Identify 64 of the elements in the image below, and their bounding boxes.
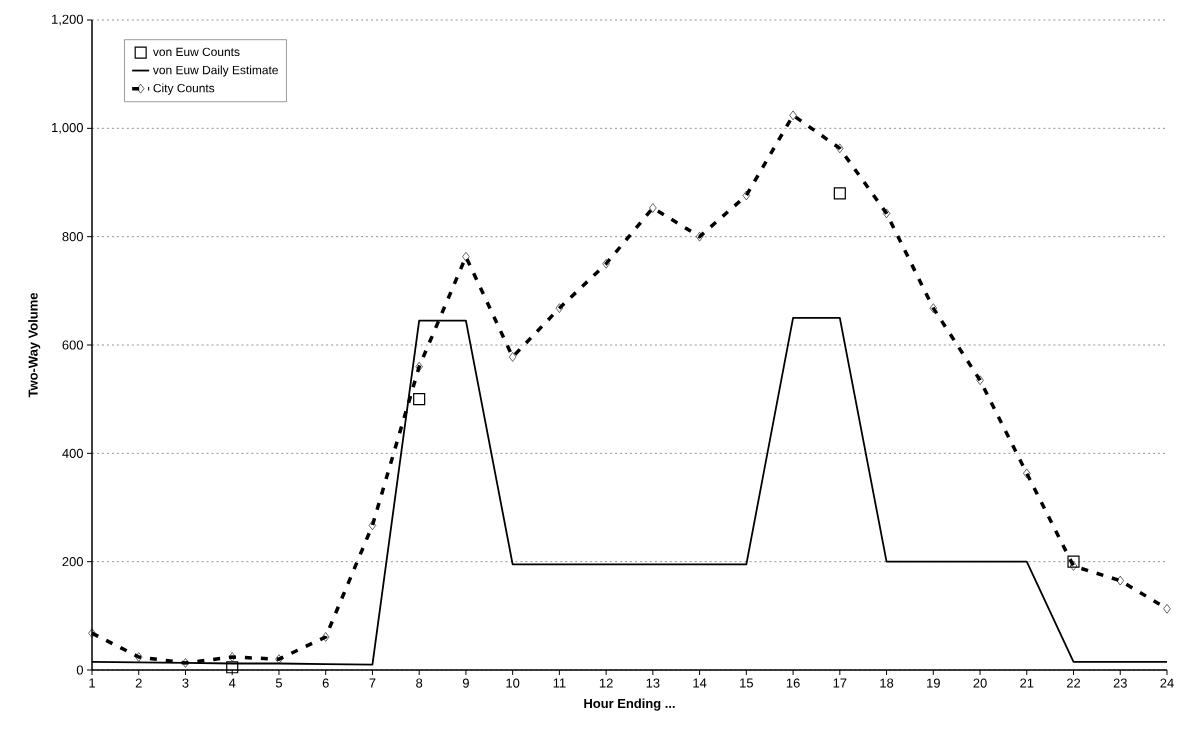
point: [462, 251, 470, 262]
point: [976, 375, 984, 385]
y-axis-title: Two-Way Volume: [28, 293, 41, 398]
point: [1067, 555, 1080, 568]
point: [929, 303, 937, 313]
x-tick-label: 15: [740, 678, 753, 688]
point: [695, 231, 704, 242]
point: [789, 110, 797, 121]
y-tick-label: 600: [62, 340, 83, 350]
x-tick-label: 2: [135, 678, 142, 688]
x-tick-label: 23: [1113, 678, 1127, 688]
point: [275, 654, 283, 664]
point: [836, 143, 844, 154]
point: [415, 361, 423, 372]
y-tick-label: 0: [76, 665, 83, 675]
point: [742, 190, 750, 201]
x-tick-label: 3: [182, 678, 189, 688]
point: [1023, 468, 1031, 479]
point: [135, 652, 143, 662]
x-tick-label: 7: [369, 678, 376, 688]
legend-label: City Counts: [153, 83, 215, 95]
x-tick-label: 14: [693, 678, 707, 688]
x-tick-label: 9: [462, 678, 469, 688]
point: [555, 303, 564, 313]
y-tick-label: 200: [62, 557, 83, 567]
x-tick-label: 11: [553, 678, 566, 688]
x-tick-label: 6: [322, 678, 329, 688]
x-tick-label: 18: [880, 678, 894, 688]
point: [882, 208, 891, 219]
point: [1116, 575, 1124, 586]
point: [88, 628, 96, 638]
point: [833, 187, 846, 200]
point: [368, 520, 377, 531]
x-tick-label: 10: [506, 678, 520, 688]
legend-label: von Euw Daily Estimate: [152, 65, 278, 77]
x-tick-label: 22: [1066, 678, 1081, 688]
point: [602, 258, 610, 269]
x-tick-label: 5: [275, 678, 283, 688]
point: [649, 203, 657, 213]
x-tick-label: 17: [833, 678, 847, 688]
x-tick-label: 12: [599, 678, 613, 688]
x-tick-label: 20: [973, 678, 987, 688]
x-tick-label: 16: [786, 678, 800, 688]
x-tick-label: 4: [228, 678, 236, 688]
point: [226, 661, 239, 674]
point: [181, 658, 190, 668]
y-tick-label: 400: [62, 448, 83, 458]
point: [1163, 604, 1171, 614]
x-tick-label: 8: [416, 678, 423, 688]
x-tick-label: 19: [927, 678, 940, 688]
x-tick-label: 1: [89, 678, 95, 688]
x-tick-label: 24: [1160, 678, 1174, 688]
y-tick-label: 1,000: [52, 122, 83, 134]
x-tick-label: 13: [646, 678, 660, 688]
legend-label: von Euw Counts: [152, 47, 240, 57]
x-axis-title: Hour Ending ...: [584, 698, 675, 711]
y-tick-label: 1,200: [52, 14, 83, 26]
point: [508, 352, 517, 362]
x-tick-label: 21: [1020, 678, 1034, 688]
point: [1069, 561, 1078, 571]
y-tick-label: 800: [62, 232, 83, 242]
point: [322, 632, 330, 642]
point: [413, 393, 426, 406]
point: [228, 652, 236, 662]
